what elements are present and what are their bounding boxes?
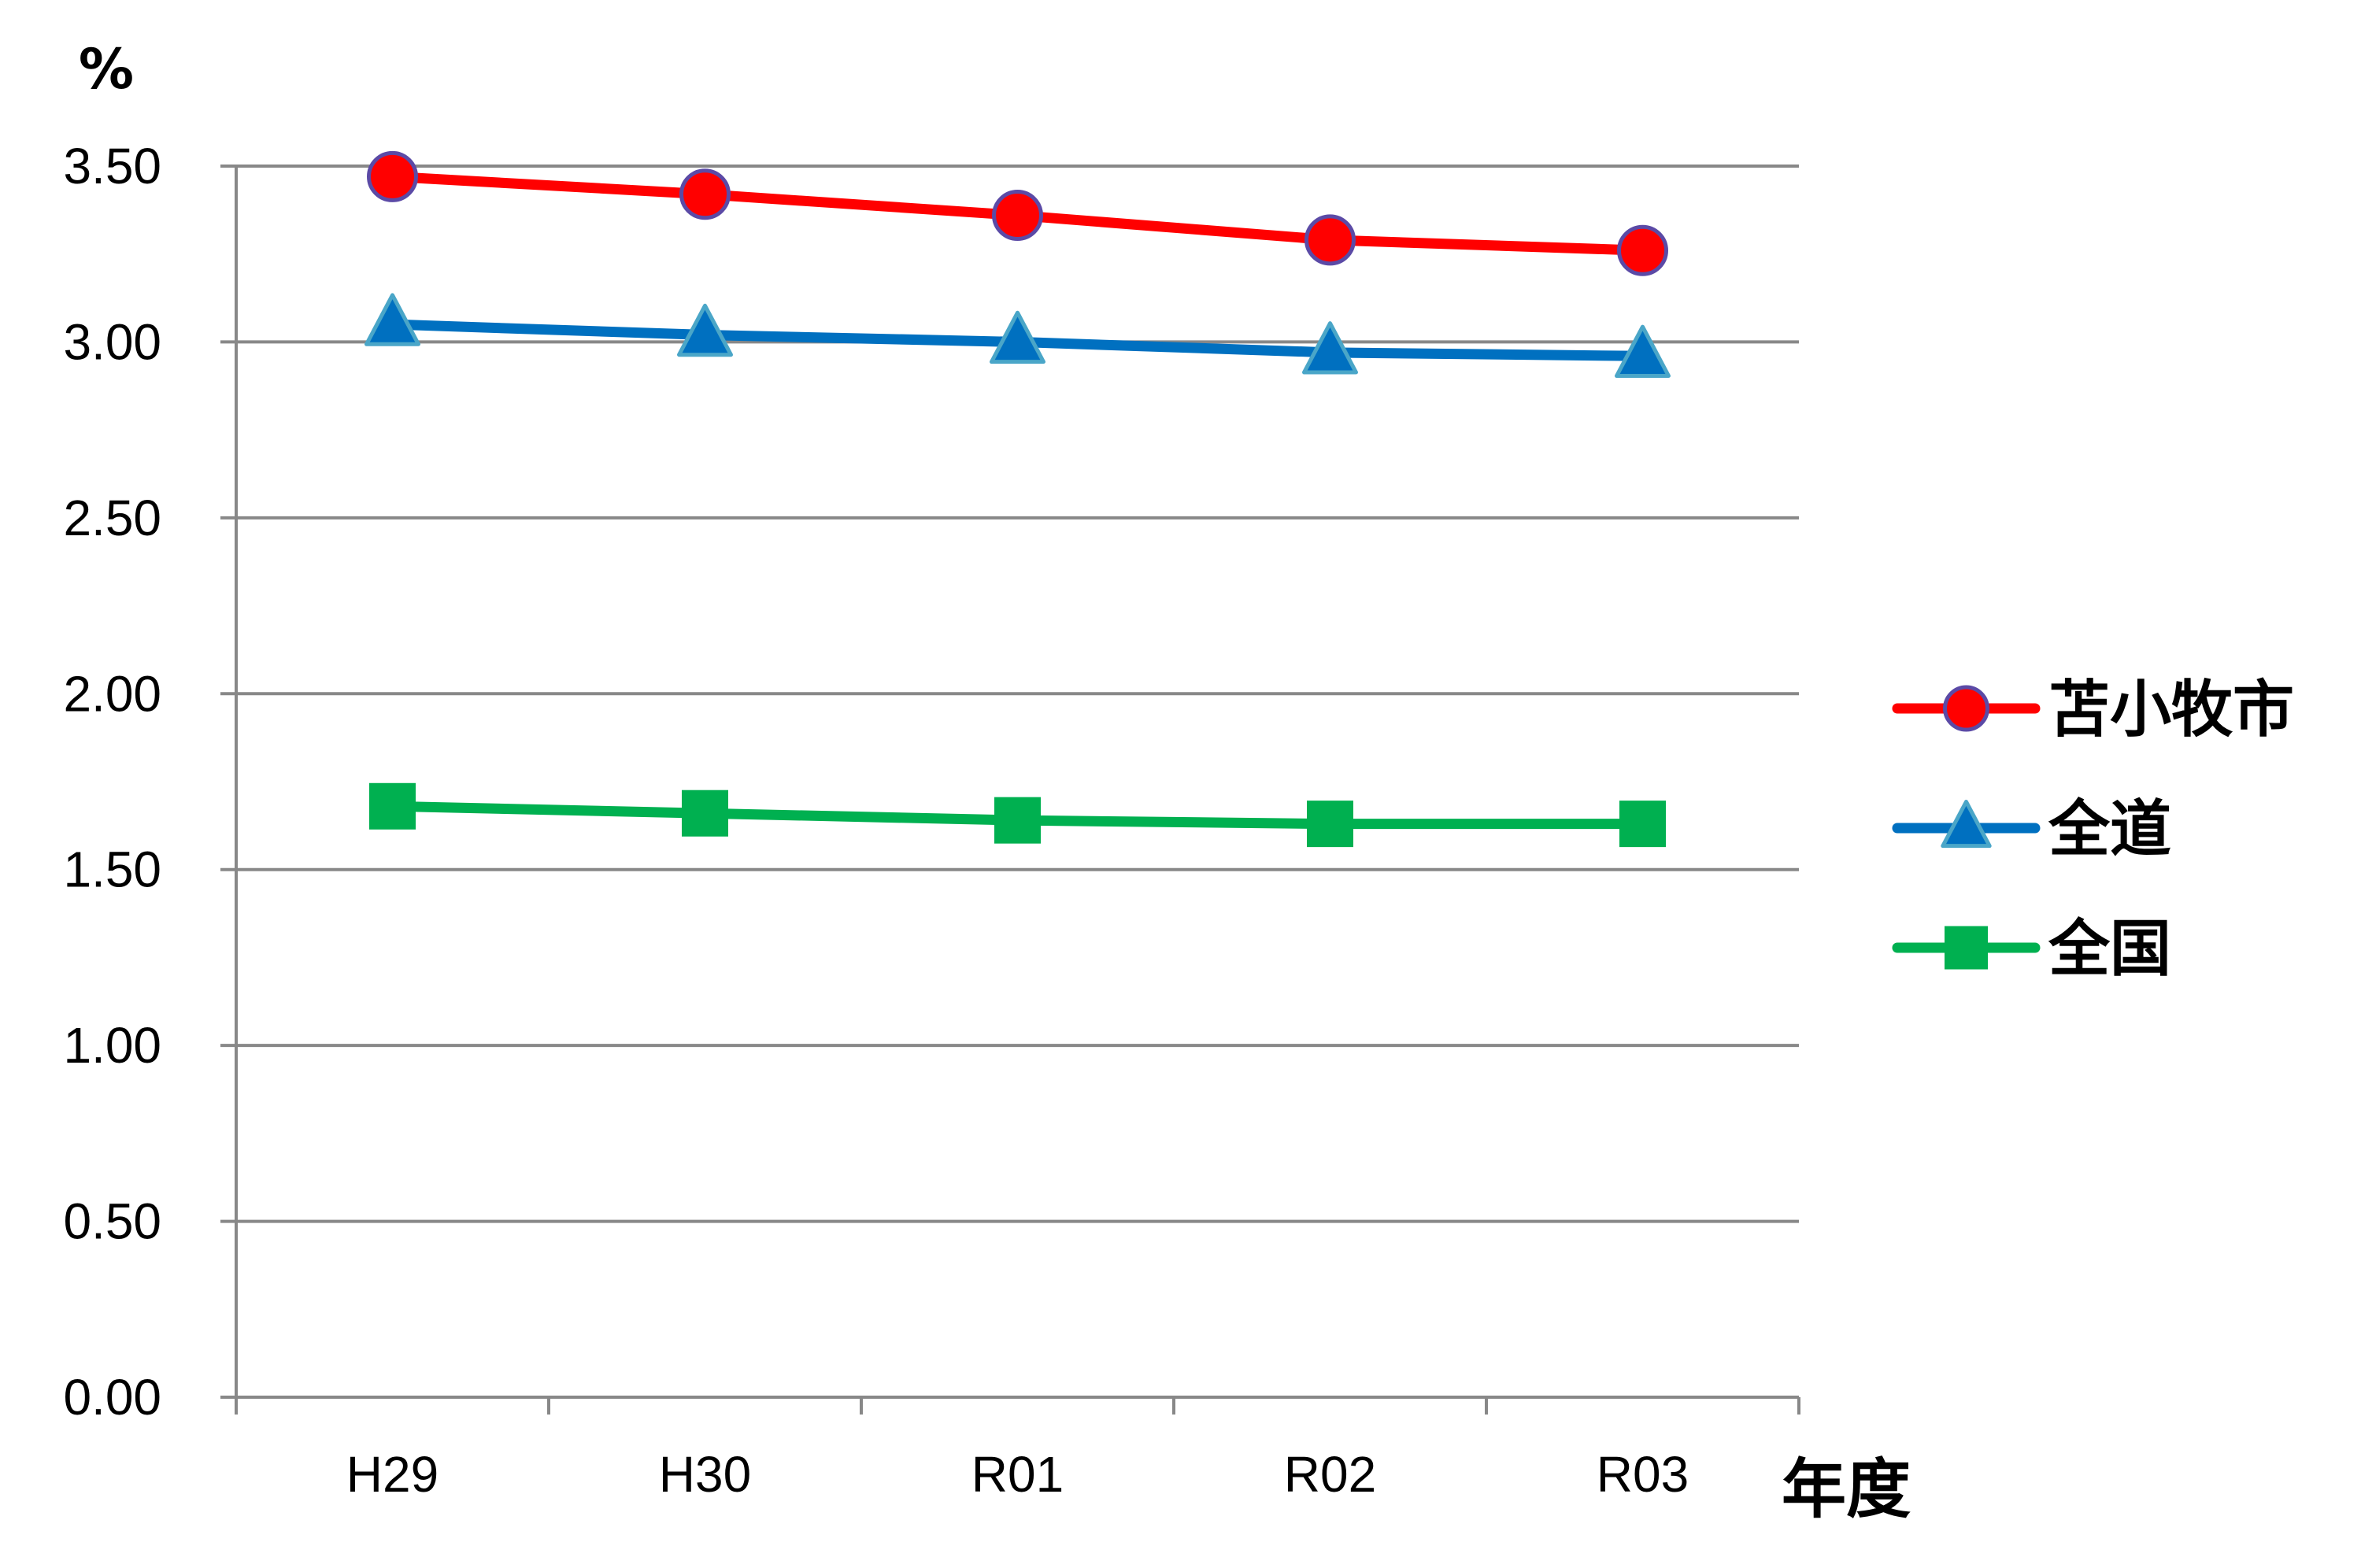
y-tick-label: 2.50 <box>63 490 161 546</box>
gridlines <box>220 165 1799 1399</box>
y-tick-label: 1.00 <box>63 1017 161 1074</box>
legend-label: 全道 <box>2048 794 2171 865</box>
series-layer <box>365 150 1671 848</box>
data-point <box>367 150 418 202</box>
data-point <box>1615 324 1671 379</box>
y-tick-labels: 0.00 0.50 1.00 1.50 2.00 2.50 3.00 3.50 <box>63 138 161 1426</box>
series-0 <box>367 150 1668 276</box>
x-tick-label: R03 <box>1597 1446 1689 1503</box>
x-tick-label: H29 <box>346 1446 439 1503</box>
data-point <box>1302 321 1358 375</box>
data-point <box>1307 801 1353 848</box>
legend-marker <box>1941 800 1992 849</box>
x-tick-label: R01 <box>971 1446 1064 1503</box>
legend-item: 全道 <box>1892 794 2171 865</box>
data-point <box>990 310 1045 364</box>
x-axis-title: 年度 <box>1782 1452 1911 1527</box>
data-point <box>679 168 731 220</box>
legend-marker <box>1943 685 1989 732</box>
data-point <box>1304 214 1356 266</box>
y-tick-label: 0.50 <box>63 1193 161 1250</box>
x-tick-label: H30 <box>659 1446 751 1503</box>
data-point <box>682 790 728 837</box>
y-tick-label: 3.50 <box>63 138 161 194</box>
x-tick-label: R02 <box>1284 1446 1376 1503</box>
legend-label: 全国 <box>2048 914 2171 985</box>
data-point <box>677 303 733 357</box>
y-tick-label: 1.50 <box>63 841 161 898</box>
legend-label: 苫小牧市 <box>2048 675 2294 745</box>
legend-item: 全国 <box>1892 914 2171 985</box>
legend-item: 苫小牧市 <box>1892 675 2294 745</box>
y-axis-title: % <box>79 37 134 102</box>
y-tick-label: 0.00 <box>63 1369 161 1426</box>
x-tick-labels: H29 H30 R01 R02 R03 <box>346 1446 1689 1503</box>
data-point <box>1619 801 1666 848</box>
series-1 <box>365 293 1671 379</box>
series-2 <box>369 782 1666 848</box>
y-tick-label: 2.00 <box>63 665 161 722</box>
axes <box>220 166 1800 1415</box>
data-point <box>369 782 416 830</box>
y-tick-label: 3.00 <box>63 313 161 370</box>
legend-marker <box>1945 926 1988 970</box>
data-point <box>994 797 1041 844</box>
data-point <box>365 293 420 346</box>
data-point <box>1617 224 1668 276</box>
data-point <box>992 190 1043 242</box>
